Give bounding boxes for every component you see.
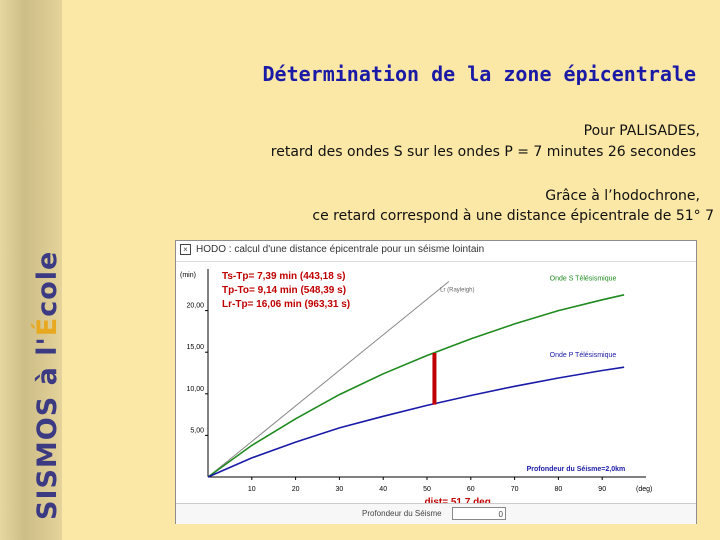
distance-readout: dist= 51,7 deg [424, 497, 490, 503]
hodochrone-chart: 5,00 10,00 15,00 20,00 10 20 30 40 50 60 70 80 90 (mi… [180, 269, 652, 503]
series-line-1 [207, 281, 450, 478]
series-line-2 [207, 294, 625, 478]
y-tick-label: 20,00 [186, 303, 204, 310]
series-line-3 [207, 366, 625, 478]
sidebar-title-accent: É [32, 316, 63, 337]
window-title: HODO : calcul d'une distance épicentrale… [196, 244, 485, 255]
y-tick-label: 15,00 [186, 344, 204, 351]
hodo-window: × HODO : calcul d'une distance épicentra… [175, 240, 697, 524]
sidebar-banner: SISMOS à l'École [0, 0, 63, 540]
x-tick-label: 70 [511, 486, 519, 493]
x-axis-unit: (deg) [636, 486, 652, 493]
x-tick-label: 60 [467, 486, 475, 493]
slide-title: Détermination de la zone épicentrale [262, 62, 696, 86]
depth-label: Profondeur du Séisme [362, 509, 442, 518]
y-axis-unit: (min) [180, 272, 196, 279]
series-label-3: Onde P Télésismique [550, 352, 617, 359]
x-tick-label: 90 [598, 486, 606, 493]
x-tick-label: 10 [248, 486, 256, 493]
x-tick-label: 30 [336, 486, 344, 493]
depth-note: Profondeur du Séisme=2,0km [527, 466, 626, 473]
text-line-3: Grâce à l’hodochrone, [545, 188, 700, 204]
readout-2: Tp-To= 9,14 min (548,39 s) [222, 285, 346, 296]
window-titlebar: × HODO : calcul d'une distance épicentra… [176, 241, 696, 262]
x-tick-label: 50 [423, 486, 431, 493]
y-tick-label: 10,00 [186, 386, 204, 393]
series-label-1: Lr (Rayleigh) [440, 287, 474, 293]
series-label-2: Onde S Télésismique [550, 276, 617, 283]
x-tick-label: 20 [292, 486, 300, 493]
window-footer: Profondeur du Séisme 0 [176, 503, 696, 524]
y-tick-label: 5,00 [190, 427, 204, 434]
text-line-2: retard des ondes S sur les ondes P = 7 m… [270, 144, 696, 160]
text-line-4: ce retard correspond à une distance épic… [312, 208, 714, 224]
sidebar-title: SISMOS à l'École [32, 251, 63, 520]
x-tick-label: 80 [555, 486, 563, 493]
readout-1: Ts-Tp= 7,39 min (443,18 s) [222, 271, 345, 282]
readout-3: Lr-Tp= 16,06 min (963,31 s) [222, 299, 350, 310]
x-tick-label: 40 [379, 486, 387, 493]
depth-input[interactable]: 0 [452, 507, 506, 520]
sidebar-title-suffix: cole [32, 250, 63, 317]
close-icon[interactable]: × [180, 244, 191, 255]
sidebar-title-prefix: SISMOS à l' [32, 336, 63, 520]
text-line-1: Pour PALISADES, [583, 123, 700, 139]
